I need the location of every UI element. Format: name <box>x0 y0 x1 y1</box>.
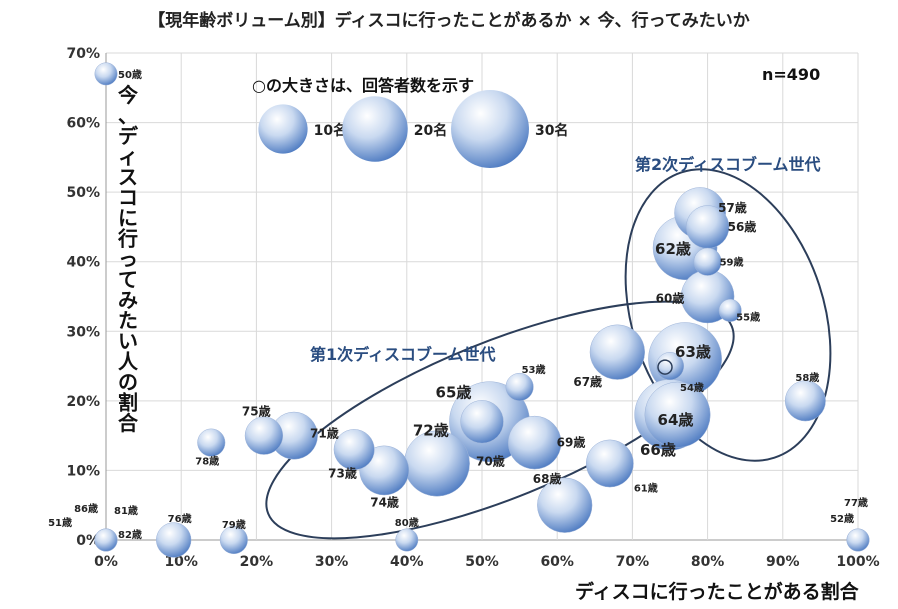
x-tick-label: 100% <box>836 554 879 570</box>
bubble <box>460 400 504 444</box>
legend-bubble <box>342 96 408 162</box>
bubble-label: 74歳 <box>370 494 399 509</box>
y-tick-label: 50% <box>66 185 100 201</box>
bubble-label: 72歳 <box>413 421 449 439</box>
bubble-label: 71歳 <box>310 426 339 441</box>
y-ticks: 0% 10% 20% 30% 40% 50% 60% 70% <box>66 46 100 549</box>
x-tick-label: 50% <box>465 554 499 570</box>
bubble-label: 67歳 <box>573 374 602 389</box>
bubble-label: 61歳 <box>634 481 658 494</box>
y-tick-label: 10% <box>66 463 100 479</box>
bubble-label: 54歳 <box>680 381 704 394</box>
bubble <box>244 416 284 455</box>
bubble <box>846 528 870 552</box>
x-tick-label: 10% <box>164 554 198 570</box>
bubble-label: 55歳 <box>736 310 760 323</box>
y-tick-label: 40% <box>66 255 100 271</box>
bubble-label: 58歳 <box>795 371 819 384</box>
bubble <box>655 352 685 381</box>
y-tick-label: 70% <box>66 46 100 62</box>
x-tick-label: 40% <box>390 554 424 570</box>
legend-label: 10名 <box>314 122 347 139</box>
bubble <box>507 415 562 470</box>
bubble-label: 81歳 <box>114 504 138 517</box>
x-tick-label: 0% <box>94 554 118 570</box>
bubble-label: 63歳 <box>675 343 711 361</box>
bubble <box>644 381 711 448</box>
bubble-label: 62歳 <box>655 240 691 258</box>
bubble-label: 59歳 <box>720 256 744 269</box>
bubble-label: 66歳 <box>640 441 676 459</box>
bubble-label: 57歳 <box>718 200 747 215</box>
bubble-label: 69歳 <box>557 435 586 450</box>
y-tick-label: 20% <box>66 394 100 410</box>
bubble <box>94 528 118 552</box>
bubble-label: 52歳 <box>830 512 854 525</box>
legend-title: ○の大きさは、回答者数を示す <box>252 76 474 95</box>
legend: 10名 20名 30名 <box>258 90 568 168</box>
bubble-label: 79歳 <box>222 518 246 531</box>
marker-ring <box>657 359 673 375</box>
x-tick-label: 30% <box>315 554 349 570</box>
bubble-label: 78歳 <box>195 455 219 468</box>
x-tick-label: 80% <box>691 554 725 570</box>
bubble <box>219 525 248 555</box>
x-axis-label: ディスコに行ったことがある割合 <box>575 580 860 603</box>
bubble-label: 68歳 <box>533 471 562 486</box>
x-tick-label: 90% <box>766 554 800 570</box>
bubble-label: 50歳 <box>118 68 142 81</box>
bubble-label: 70歳 <box>476 454 505 469</box>
bubble <box>537 477 593 533</box>
y-tick-label: 0% <box>76 533 100 549</box>
bubble-label: 80歳 <box>395 516 419 529</box>
legend-bubble <box>451 90 529 168</box>
bubble <box>403 430 470 497</box>
bubble <box>333 429 375 470</box>
bubble <box>395 528 419 552</box>
bubble <box>94 62 118 86</box>
x-tick-label: 70% <box>616 554 650 570</box>
bubbles <box>94 62 870 558</box>
bubble <box>693 247 722 276</box>
bubble <box>505 372 534 401</box>
bubble-label: 56歳 <box>728 219 757 234</box>
legend-label: 20名 <box>414 122 447 139</box>
bubble-label: 53歳 <box>522 363 546 376</box>
chart-title: 【現年齢ボリューム別】ディスコに行ったことがあるか × 今、行ってみたいか <box>148 10 750 31</box>
bubble-label: 64歳 <box>658 411 694 429</box>
bubble-label: 77歳 <box>844 496 868 509</box>
bubble-label: 75歳 <box>242 404 271 419</box>
y-tick-label: 30% <box>66 324 100 340</box>
n-label: n=490 <box>762 65 820 84</box>
bubble-label: 86歳 <box>74 502 98 515</box>
bubble-label: 51歳 <box>48 516 72 529</box>
bubble <box>156 522 192 558</box>
bubble <box>589 324 645 380</box>
x-tick-label: 20% <box>240 554 274 570</box>
bubble-label: 60歳 <box>656 291 685 306</box>
group-label-2: 第2次ディスコブーム世代 <box>635 155 821 174</box>
group-label-1: 第1次ディスコブーム世代 <box>310 345 496 364</box>
bubble <box>197 428 226 457</box>
x-ticks: 0% 10% 20% 30% 40% 50% 60% 70% 80% 90% 100% <box>94 554 880 570</box>
bubble-label: 76歳 <box>168 512 192 525</box>
bubble <box>784 380 826 422</box>
y-tick-label: 60% <box>66 116 100 132</box>
bubble <box>718 298 742 322</box>
legend-bubble <box>258 104 308 154</box>
bubble <box>585 439 634 488</box>
bubble-label: 65歳 <box>436 384 472 402</box>
x-tick-label: 60% <box>540 554 574 570</box>
y-axis-label: 今、ディスコに行ってみたい人の割合 <box>117 83 139 435</box>
bubble-label: 82歳 <box>118 528 142 541</box>
bubble-label: 73歳 <box>328 466 357 481</box>
legend-label: 30名 <box>535 122 568 139</box>
group-ellipse-1 <box>265 300 735 540</box>
